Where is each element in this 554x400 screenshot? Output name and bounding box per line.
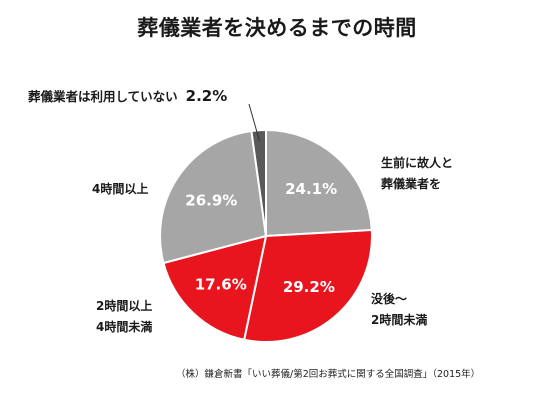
slice-label-not-used-percent: 2.2% — [185, 87, 228, 105]
slice-before-death — [265, 128, 373, 238]
slice-over-4h — [159, 129, 268, 265]
slice-label-over-4h: 4時間以上 — [92, 182, 149, 196]
slice-label-not-used-text: 葬儀業者は利用していない — [28, 89, 178, 104]
slice-2h-4h — [162, 234, 268, 341]
slice-not-used — [250, 128, 267, 237]
slice-over-4h-value-label: 26.9% — [185, 192, 237, 210]
chart-title: 葬儀業者を決めるまでの時間 — [137, 16, 417, 40]
slice-not-used-leader-line — [248, 103, 260, 141]
slice-label-2h-4h: 2時間以上 4時間未満 — [96, 299, 153, 334]
slice-label-not-used: 葬儀業者は利用していない 2.2% — [28, 86, 227, 105]
slice-label-before-death: 生前に故人と 葬儀業者を — [381, 156, 454, 191]
slice-before-death-value-label: 24.1% — [285, 180, 337, 198]
slice-under-2h-value-label: 29.2% — [283, 278, 335, 296]
slice-label-under-2h: 没後～ 2時間未満 — [371, 292, 428, 327]
slice-2h-4h-value-label: 17.6% — [195, 276, 247, 294]
source-note: （株）鎌倉新書「いい葬儀/第2回お葬式に関する全国調査」（2015年） — [176, 369, 481, 380]
slice-under-2h — [242, 228, 373, 343]
